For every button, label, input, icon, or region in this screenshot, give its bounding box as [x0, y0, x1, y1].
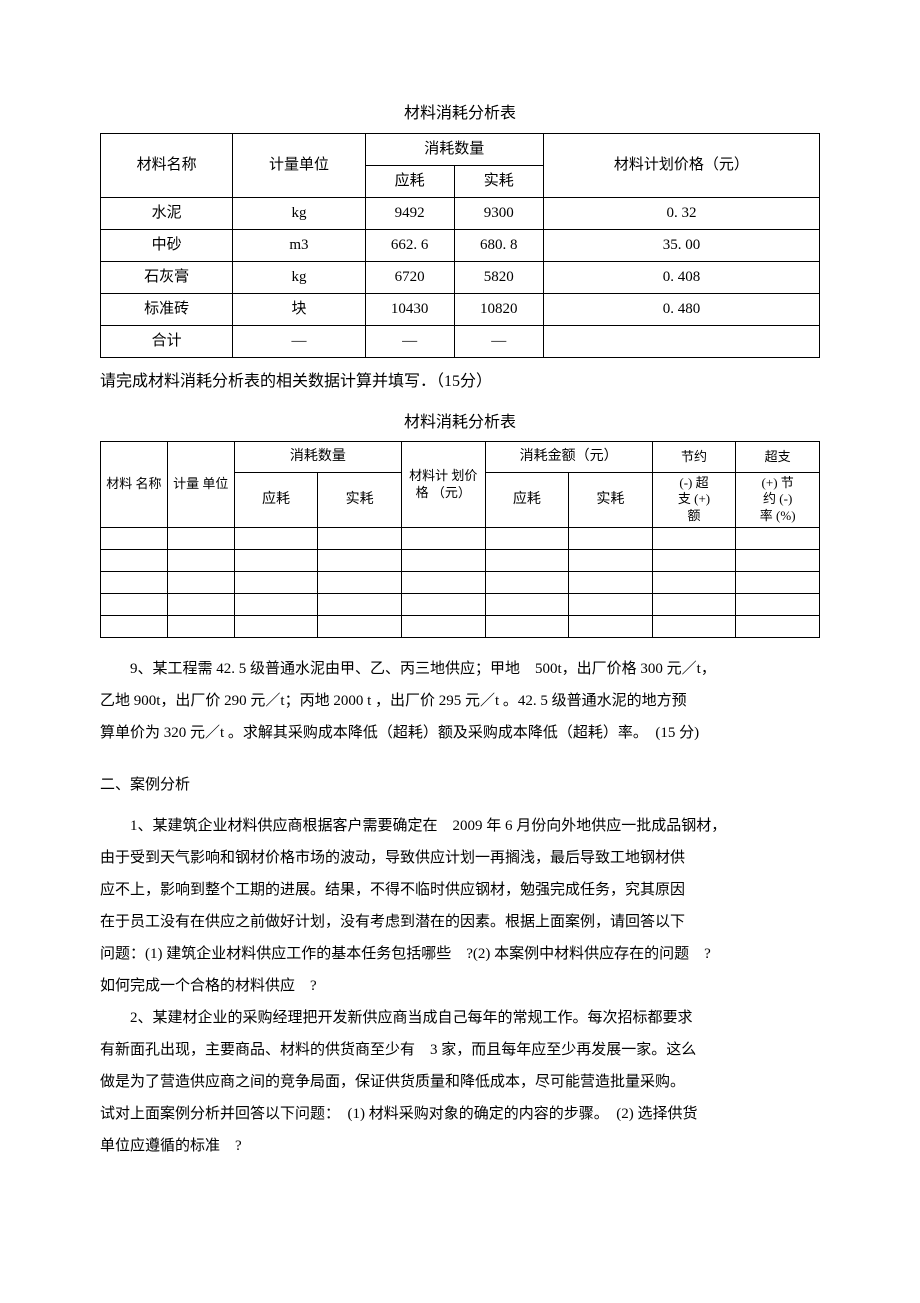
- cell-unit: kg: [233, 197, 365, 229]
- th2-unit: 计量 单位: [167, 442, 234, 528]
- table-row: 中砂 m3 662. 6 680. 8 35. 00: [101, 229, 820, 261]
- case1-line3: 应不上，影响到整个工期的进展。结果，不得不临时供应钢材，勉强完成任务，究其原因: [100, 875, 820, 905]
- th-unit: 计量单位: [233, 133, 365, 197]
- cell-price: 0. 32: [543, 197, 819, 229]
- case2-line1: 2、某建材企业的采购经理把开发新供应商当成自己每年的常规工作。每次招标都要求: [100, 1003, 820, 1033]
- case1-line2: 由于受到天气影响和钢材价格市场的波动，导致供应计划一再搁浅，最后导致工地钢材供: [100, 843, 820, 873]
- table2: 材料 名称 计量 单位 消耗数量 材料计 划价格 （元） 消耗金额（元） 节约 …: [100, 441, 820, 638]
- th2-actual: 实耗: [318, 472, 402, 528]
- cell-price: 0. 408: [543, 261, 819, 293]
- table-row: 水泥 kg 9492 9300 0. 32: [101, 197, 820, 229]
- cell-actual: 9300: [454, 197, 543, 229]
- cell-price: 0. 480: [543, 293, 819, 325]
- cell-name: 中砂: [101, 229, 233, 261]
- case1-line6: 如何完成一个合格的材料供应 ?: [100, 971, 820, 1001]
- cell-planned: 662. 6: [365, 229, 454, 261]
- table-row: 合计 — — —: [101, 325, 820, 357]
- cell-name: 石灰膏: [101, 261, 233, 293]
- cell-planned: 10430: [365, 293, 454, 325]
- th2-saving: (-) 超支 (+)额: [652, 472, 736, 528]
- cell-price: [543, 325, 819, 357]
- table2-title: 材料消耗分析表: [100, 409, 820, 438]
- table-row: [101, 572, 820, 594]
- cell-unit: —: [233, 325, 365, 357]
- table-row: [101, 594, 820, 616]
- cell-unit: m3: [233, 229, 365, 261]
- cell-price: 35. 00: [543, 229, 819, 261]
- th2-saving-top: 节约: [652, 442, 736, 472]
- table-row: [101, 550, 820, 572]
- q9-line1: 9、某工程需 42. 5 级普通水泥由甲、乙、丙三地供应；甲地 500t，出厂价…: [100, 654, 820, 684]
- section2-heading: 二、案例分析: [100, 772, 820, 799]
- cell-actual: —: [454, 325, 543, 357]
- th-consumption: 消耗数量: [365, 133, 543, 165]
- cell-name: 标准砖: [101, 293, 233, 325]
- cell-name: 水泥: [101, 197, 233, 229]
- cell-name: 合计: [101, 325, 233, 357]
- table1-title: 材料消耗分析表: [100, 100, 820, 129]
- case1-line5: 问题：(1) 建筑企业材料供应工作的基本任务包括哪些 ?(2) 本案例中材料供应…: [100, 939, 820, 969]
- table1: 材料名称 计量单位 消耗数量 材料计划价格（元） 应耗 实耗 水泥 kg 949…: [100, 133, 820, 358]
- th-material-name: 材料名称: [101, 133, 233, 197]
- table-row: [101, 528, 820, 550]
- q9-line3: 算单价为 320 元／t 。求解其采购成本降低（超耗）额及采购成本降低（超耗）率…: [100, 718, 820, 748]
- instruction-text: 请完成材料消耗分析表的相关数据计算并填写．（15分）: [100, 368, 820, 397]
- th2-amount-planned: 应耗: [485, 472, 569, 528]
- cell-actual: 680. 8: [454, 229, 543, 261]
- case1-line4: 在于员工没有在供应之前做好计划，没有考虑到潜在的因素。根据上面案例，请回答以下: [100, 907, 820, 937]
- th2-consumption: 消耗数量: [234, 442, 401, 472]
- th2-price: 材料计 划价格 （元）: [401, 442, 485, 528]
- cell-unit: kg: [233, 261, 365, 293]
- cell-actual: 10820: [454, 293, 543, 325]
- cell-planned: —: [365, 325, 454, 357]
- th2-overrun: (+) 节约 (-)率 (%): [736, 472, 820, 528]
- th2-amount-actual: 实耗: [569, 472, 653, 528]
- cell-planned: 9492: [365, 197, 454, 229]
- th2-name: 材料 名称: [101, 442, 168, 528]
- case2-line4: 试对上面案例分析并回答以下问题： (1) 材料采购对象的确定的内容的步骤。 (2…: [100, 1099, 820, 1129]
- table-row: [101, 616, 820, 638]
- th-price: 材料计划价格（元）: [543, 133, 819, 197]
- cell-unit: 块: [233, 293, 365, 325]
- case2-line5: 单位应遵循的标准 ?: [100, 1131, 820, 1161]
- th2-planned: 应耗: [234, 472, 318, 528]
- th2-overrun-top: 超支: [736, 442, 820, 472]
- case2-line3: 做是为了营造供应商之间的竞争局面，保证供货质量和降低成本，尽可能营造批量采购。: [100, 1067, 820, 1097]
- th-planned: 应耗: [365, 165, 454, 197]
- cell-planned: 6720: [365, 261, 454, 293]
- th2-amount: 消耗金额（元）: [485, 442, 652, 472]
- case2-line2: 有新面孔出现，主要商品、材料的供货商至少有 3 家，而且每年应至少再发展一家。这…: [100, 1035, 820, 1065]
- cell-actual: 5820: [454, 261, 543, 293]
- q9-line2: 乙地 900t，出厂价 290 元／t；丙地 2000 t ，出厂价 295 元…: [100, 686, 820, 716]
- table-row: 标准砖 块 10430 10820 0. 480: [101, 293, 820, 325]
- table-row: 石灰膏 kg 6720 5820 0. 408: [101, 261, 820, 293]
- case1-line1: 1、某建筑企业材料供应商根据客户需要确定在 2009 年 6 月份向外地供应一批…: [100, 811, 820, 841]
- th-actual: 实耗: [454, 165, 543, 197]
